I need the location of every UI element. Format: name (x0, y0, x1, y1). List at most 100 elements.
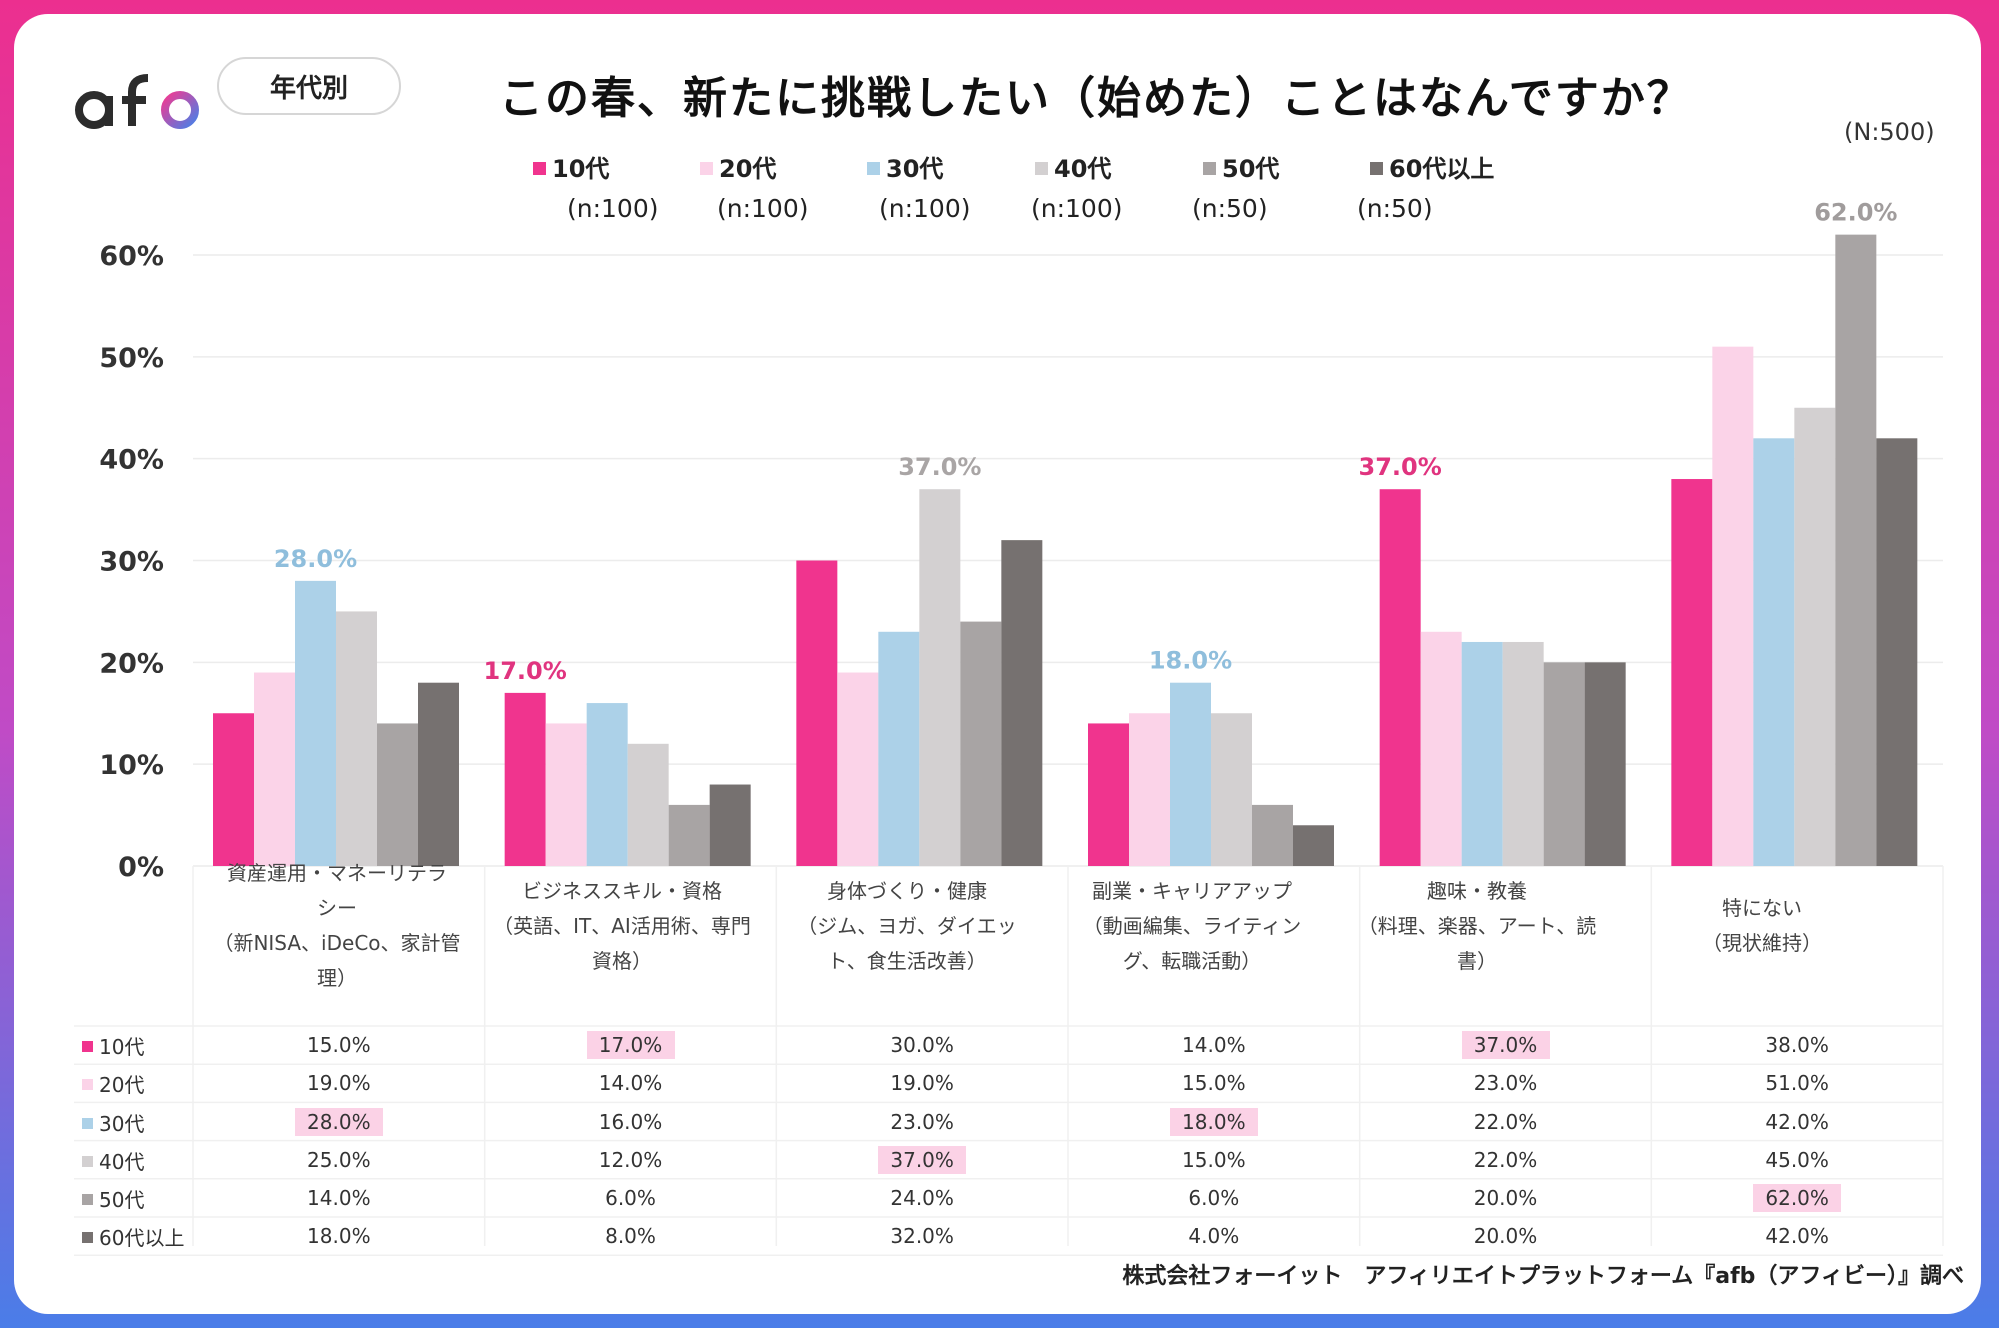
table-cell: 14.0% (307, 1185, 371, 1210)
bar (1088, 723, 1129, 866)
legend-item-50s: 50代 (1203, 149, 1279, 184)
category-label-business-skills: ビジネススキル・資格 （英語、IT、AI活用術、専門 資格） (493, 879, 751, 973)
bar (1835, 234, 1877, 867)
bar (709, 784, 751, 866)
legend-item-10s: 10代 (533, 149, 609, 184)
bar (1712, 346, 1754, 866)
table-row-label: 60代以上 (82, 1222, 184, 1251)
row-swatch (82, 1232, 93, 1244)
bar-data-label: 18.0% (1149, 647, 1232, 675)
table-row-label: 30代 (82, 1108, 144, 1137)
legend-item-60s: 60代以上 (1370, 149, 1494, 184)
total-sample-size: (N:500) (1844, 118, 1935, 146)
table-cell: 24.0% (890, 1185, 954, 1210)
bar-data-label: 62.0% (1814, 199, 1897, 227)
row-swatch (82, 1041, 93, 1053)
bar (545, 723, 587, 866)
afb-logo (75, 72, 199, 129)
bar (1129, 713, 1170, 866)
bar (960, 621, 1002, 866)
bar (1252, 804, 1293, 866)
legend-swatch (700, 161, 713, 175)
y-tick-label: 40% (99, 445, 164, 476)
table-cell: 16.0% (598, 1109, 663, 1134)
table-cell: 14.0% (598, 1071, 663, 1096)
bar (919, 489, 961, 866)
chart-card: 年代別 この春、新たに挑戦したい（始めた）ことはなんですか？ (N:500) 1… (14, 14, 1981, 1314)
table-cell: 37.0% (1461, 1031, 1550, 1060)
table-cell: 23.0% (1473, 1071, 1538, 1096)
table-cell: 22.0% (1473, 1147, 1538, 1172)
row-label-text: 50代 (99, 1187, 145, 1212)
bar (586, 703, 628, 866)
bar (1876, 438, 1918, 866)
page-title: この春、新たに挑戦したい（始めた）ことはなんですか？ (499, 73, 1693, 124)
legend-swatch (1035, 161, 1048, 175)
table-cell: 45.0% (1765, 1147, 1829, 1172)
table-cell: 15.0% (307, 1033, 371, 1058)
category-label-health: 身体づくり・健康 （ジム、ヨガ、ダイエッ ト、食生活改善） (797, 879, 1017, 973)
table-cell: 19.0% (307, 1071, 371, 1096)
table-cell: 28.0% (294, 1107, 383, 1136)
table-cell: 19.0% (890, 1071, 954, 1096)
y-tick-label: 50% (99, 343, 164, 374)
legend-swatch (1370, 161, 1383, 175)
bar (668, 804, 710, 866)
bar (1502, 641, 1544, 866)
bar (504, 692, 546, 866)
table-cell: 51.0% (1765, 1071, 1829, 1096)
table-cell: 6.0% (1188, 1185, 1240, 1210)
table-cell: 23.0% (890, 1109, 954, 1134)
category-label-investment: 資産運用・マネーリテラ シー （新NISA、iDeCo、家計管 理） (213, 861, 461, 990)
legend-swatch (1203, 161, 1216, 175)
source-footer: 株式会社フォーイット アフィリエイトプラットフォーム『afb（アフィビー）』調べ (1122, 1264, 1964, 1289)
table-cell: 37.0% (878, 1145, 967, 1174)
category-label-hobby: 趣味・教養 （料理、楽器、アート、読 書） (1357, 879, 1597, 973)
table-cell: 42.0% (1765, 1109, 1829, 1134)
bar (1584, 662, 1626, 866)
bar (418, 682, 459, 866)
category-label-nothing: 特にない （現状維持） (1702, 896, 1822, 955)
table-row-label: 50代 (82, 1184, 144, 1213)
legend-swatch (867, 161, 880, 175)
bar (1671, 479, 1713, 866)
row-label-text: 60代以上 (99, 1226, 185, 1251)
bar (1001, 540, 1043, 866)
table-cell: 32.0% (890, 1224, 954, 1249)
bar (1293, 825, 1334, 866)
legend-item-20s: 20代 (700, 149, 776, 184)
bar (627, 743, 669, 866)
bar-data-label: 37.0% (1359, 453, 1442, 481)
bar (837, 672, 879, 866)
table-cell: 42.0% (1765, 1224, 1829, 1249)
bar (878, 631, 920, 866)
bar (796, 560, 838, 866)
row-swatch (82, 1079, 93, 1091)
bar (1420, 631, 1462, 866)
table-cell: 18.0% (307, 1224, 371, 1249)
table-cell: 15.0% (1182, 1071, 1246, 1096)
y-tick-label: 0% (118, 852, 164, 883)
table-cell: 38.0% (1765, 1033, 1829, 1058)
y-tick-label: 10% (99, 750, 164, 781)
legend-item-30s: 30代 (867, 149, 943, 184)
bar-data-label: 28.0% (274, 545, 357, 573)
row-swatch (82, 1117, 93, 1129)
table-cell: 15.0% (1182, 1147, 1246, 1172)
bar (1753, 438, 1795, 866)
y-tick-label: 30% (99, 547, 164, 578)
bar-data-label: 37.0% (898, 453, 981, 481)
bar (1461, 641, 1503, 866)
table-cell: 4.0% (1188, 1224, 1240, 1249)
bar (377, 723, 418, 866)
table-cell: 14.0% (1182, 1033, 1246, 1058)
legend-n-50s: (n:50) (1192, 194, 1268, 223)
legend-swatch (533, 161, 546, 175)
table-row-label: 40代 (82, 1146, 144, 1175)
table-cell: 20.0% (1473, 1224, 1538, 1249)
row-swatch (82, 1193, 93, 1205)
table-cell: 17.0% (586, 1031, 675, 1060)
table-cell: 30.0% (890, 1033, 954, 1058)
legend-n-60s: (n:50) (1357, 194, 1433, 223)
legend-n-30s: (n:100) (879, 194, 971, 223)
